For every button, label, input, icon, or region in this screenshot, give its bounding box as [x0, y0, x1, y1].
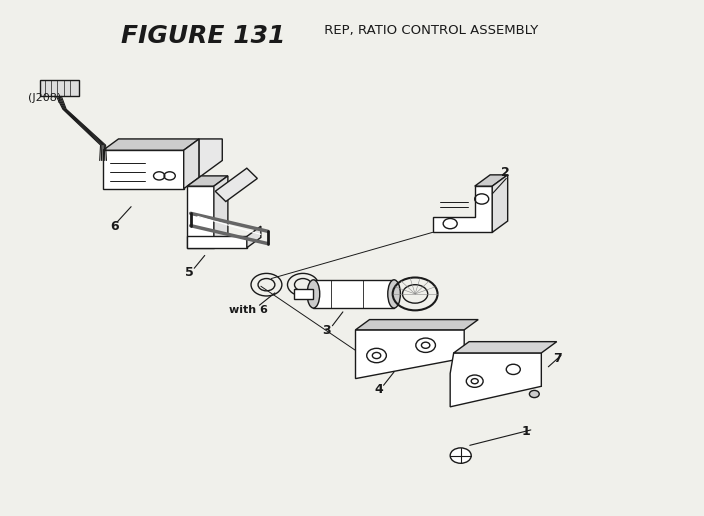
Polygon shape — [199, 139, 222, 178]
Text: 6: 6 — [110, 220, 119, 233]
Polygon shape — [215, 168, 258, 202]
Polygon shape — [313, 280, 394, 308]
Text: 1: 1 — [522, 425, 530, 438]
Text: (J208): (J208) — [28, 93, 61, 104]
Circle shape — [529, 391, 539, 398]
Polygon shape — [103, 139, 199, 150]
Polygon shape — [450, 353, 541, 407]
Text: REP, RATIO CONTROL ASSEMBLY: REP, RATIO CONTROL ASSEMBLY — [320, 24, 539, 38]
Text: 2: 2 — [501, 166, 510, 179]
Polygon shape — [356, 330, 464, 379]
Polygon shape — [40, 80, 79, 96]
Polygon shape — [187, 176, 228, 186]
Polygon shape — [187, 236, 247, 248]
Polygon shape — [247, 226, 261, 248]
Polygon shape — [453, 342, 557, 353]
Polygon shape — [356, 319, 478, 330]
Text: 7: 7 — [553, 352, 562, 365]
Text: with 6: with 6 — [230, 305, 268, 315]
Text: 5: 5 — [185, 266, 194, 279]
Polygon shape — [214, 176, 228, 248]
Ellipse shape — [307, 280, 320, 308]
Circle shape — [450, 448, 471, 463]
Ellipse shape — [388, 280, 401, 308]
Polygon shape — [184, 139, 199, 189]
Polygon shape — [433, 186, 492, 232]
Polygon shape — [294, 289, 313, 299]
Polygon shape — [474, 175, 508, 186]
Polygon shape — [492, 175, 508, 232]
Text: 4: 4 — [375, 383, 383, 396]
Text: FIGURE 131: FIGURE 131 — [120, 24, 285, 49]
Text: 3: 3 — [322, 324, 331, 337]
Polygon shape — [187, 186, 214, 248]
Polygon shape — [103, 150, 184, 189]
